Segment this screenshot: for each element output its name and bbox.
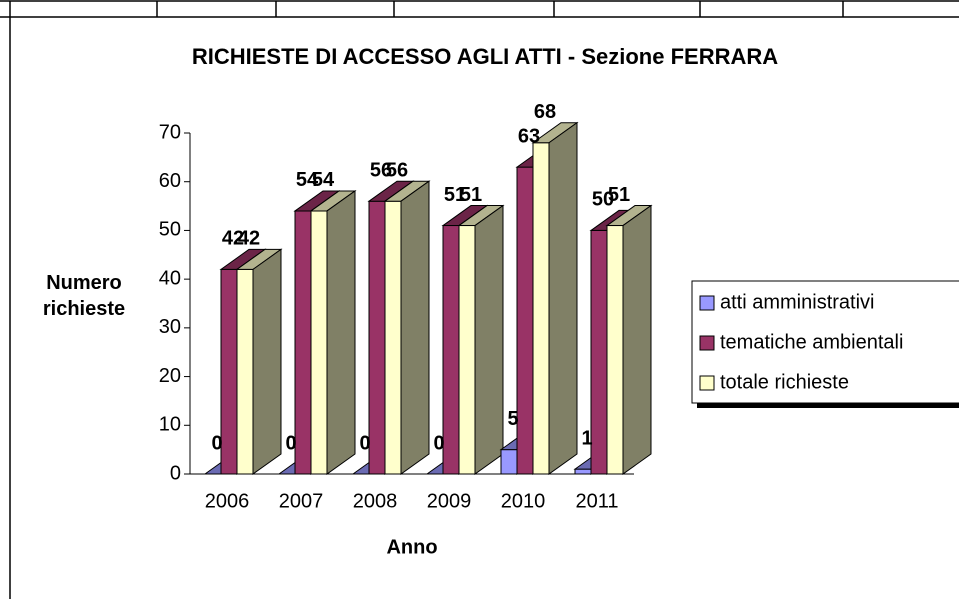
data-label: 0 [433, 432, 444, 454]
x-tick-label: 2006 [205, 490, 250, 512]
bar-side [622, 204, 652, 475]
bar-side [326, 189, 356, 475]
bar-front [606, 225, 624, 475]
bar [309, 189, 357, 475]
bar-front [500, 449, 518, 475]
data-label: 54 [296, 169, 319, 191]
data-label: 51 [460, 184, 482, 206]
y-tick-label: 0 [170, 462, 181, 484]
data-label: 42 [222, 228, 244, 250]
bar-front [294, 210, 312, 475]
bar-front [574, 468, 592, 475]
bar-side [548, 121, 578, 475]
legend-box [691, 280, 959, 404]
bar-front [516, 166, 534, 475]
bar [235, 248, 283, 475]
bar-front [310, 210, 328, 475]
y-tick-label: 10 [159, 414, 181, 436]
data-label: 68 [534, 101, 556, 123]
data-label: 56 [370, 159, 392, 181]
bar [457, 204, 505, 475]
bar-front [532, 142, 550, 475]
x-tick-label: 2008 [353, 490, 398, 512]
bar-side [400, 180, 430, 475]
data-label: 0 [285, 432, 296, 454]
y-tick-label: 60 [159, 170, 181, 192]
bar-front [590, 229, 608, 475]
bar-front [236, 268, 254, 475]
data-label: 51 [608, 184, 630, 206]
chart-title: RICHIESTE DI ACCESSO AGLI ATTI - Sezione… [192, 44, 778, 69]
y-axis-label: Numero richieste [42, 272, 126, 320]
x-tick-label: 2011 [575, 490, 618, 512]
bar-side [474, 204, 504, 475]
data-label: 51 [444, 184, 466, 206]
bar-front [220, 268, 238, 475]
y-tick-label: 30 [159, 316, 181, 338]
data-label: 5 [507, 408, 518, 430]
bar-front [442, 225, 460, 475]
legend-swatch [699, 295, 715, 311]
y-tick-label: 20 [159, 365, 181, 387]
data-label: 54 [312, 169, 335, 191]
bar-front [458, 225, 476, 475]
data-label: 1 [581, 427, 592, 449]
bar [383, 180, 431, 475]
legend-label: totale richieste [720, 371, 849, 393]
y-tick-label: 70 [159, 121, 181, 143]
bar-front [368, 200, 386, 475]
legend-swatch [699, 375, 715, 391]
data-label: 56 [386, 159, 408, 181]
data-label: 63 [518, 125, 540, 147]
legend-label: tematiche ambientali [720, 331, 903, 353]
x-tick-label: 2009 [427, 490, 472, 512]
x-axis-label: Anno [386, 536, 437, 558]
x-tick-label: 2007 [279, 490, 324, 512]
bar-side [252, 248, 282, 475]
y-tick-label: 50 [159, 219, 181, 241]
data-label: 50 [592, 189, 614, 211]
x-tick-label: 2010 [501, 490, 546, 512]
bar-front [384, 200, 402, 475]
data-label: 0 [359, 432, 370, 454]
data-label: 42 [238, 228, 260, 250]
legend-swatch [699, 335, 715, 351]
y-tick-label: 40 [159, 267, 181, 289]
data-label: 0 [211, 432, 222, 454]
bar [605, 204, 653, 475]
legend-label: atti amministrativi [720, 291, 874, 313]
bar [531, 121, 579, 475]
